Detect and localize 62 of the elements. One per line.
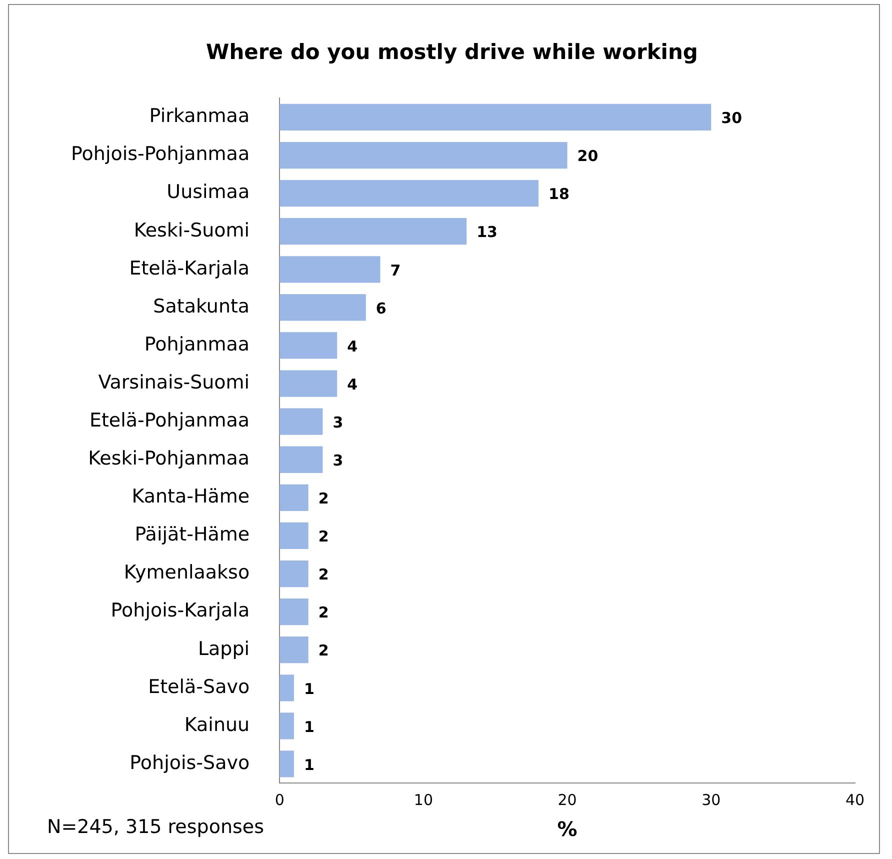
bar bbox=[280, 142, 568, 169]
bar bbox=[280, 218, 467, 245]
data-label: 2 bbox=[318, 566, 329, 584]
bar bbox=[280, 408, 323, 435]
bar bbox=[280, 332, 338, 359]
bar bbox=[280, 484, 308, 511]
x-tick-label: 0 bbox=[274, 790, 284, 809]
data-label: 20 bbox=[577, 147, 598, 166]
y-tick-label: Kanta-Häme bbox=[132, 486, 250, 508]
bar bbox=[280, 256, 380, 283]
y-tick-label: Etelä-Pohjanmaa bbox=[89, 410, 250, 432]
text: N=245, 315 responses bbox=[47, 816, 264, 838]
x-tick-label: 40 bbox=[845, 790, 865, 809]
data-label: 2 bbox=[318, 490, 329, 508]
data-label: 1 bbox=[304, 718, 314, 736]
data-label: 30 bbox=[721, 109, 742, 128]
data-label: 18 bbox=[548, 185, 570, 204]
data-label: 3 bbox=[332, 452, 344, 470]
bar bbox=[280, 104, 712, 131]
y-tick-label: Etelä-Karjala bbox=[129, 257, 250, 280]
y-tick-label: Pohjois-Savo bbox=[130, 752, 250, 774]
data-label: 13 bbox=[476, 223, 498, 242]
y-tick-label: Lappi bbox=[198, 638, 250, 660]
y-tick-label: Satakunta bbox=[153, 295, 250, 318]
x-tick-label: 20 bbox=[558, 790, 577, 809]
data-label: 3 bbox=[332, 413, 344, 432]
data-label: 7 bbox=[390, 261, 401, 280]
data-label: 2 bbox=[318, 528, 329, 546]
bar bbox=[280, 370, 338, 397]
y-tick-label: Etelä-Savo bbox=[148, 676, 250, 698]
y-tick-label: Kymenlaakso bbox=[124, 562, 250, 584]
x-tick-label: 10 bbox=[414, 790, 433, 809]
bar bbox=[280, 598, 308, 626]
y-tick-label: Pirkanmaa bbox=[149, 105, 250, 128]
bar bbox=[280, 712, 294, 740]
y-tick-label: Varsinais-Suomi bbox=[98, 371, 250, 394]
data-label: 4 bbox=[347, 375, 358, 394]
bar bbox=[280, 446, 323, 473]
bar bbox=[280, 636, 308, 664]
data-label: 1 bbox=[304, 756, 314, 774]
data-label: 1 bbox=[304, 680, 314, 698]
y-tick-label: Keski-Suomi bbox=[134, 219, 250, 242]
data-label: 2 bbox=[318, 604, 329, 622]
x-axis-title: % bbox=[557, 817, 578, 842]
data-label: 4 bbox=[347, 337, 358, 356]
data-label: 6 bbox=[376, 299, 386, 318]
bar bbox=[280, 180, 539, 207]
bar bbox=[280, 674, 294, 702]
data-label: 2 bbox=[318, 642, 329, 660]
y-tick-label: Pohjois-Pohjanmaa bbox=[70, 143, 250, 166]
y-tick-label: Pohjois-Karjala bbox=[110, 600, 250, 622]
chart-title: Where do you mostly drive while working bbox=[206, 40, 698, 64]
y-tick-label: Pohjanmaa bbox=[144, 333, 250, 356]
bar bbox=[280, 750, 294, 778]
bar bbox=[280, 294, 366, 321]
y-tick-label: Päijät-Häme bbox=[134, 524, 250, 546]
y-tick-label: Kainuu bbox=[184, 714, 250, 736]
x-tick-label: 30 bbox=[702, 790, 721, 809]
bar bbox=[280, 522, 308, 550]
bar bbox=[280, 560, 308, 588]
y-tick-label: Keski-Pohjanmaa bbox=[88, 448, 250, 470]
y-tick-label: Uusimaa bbox=[166, 181, 250, 204]
